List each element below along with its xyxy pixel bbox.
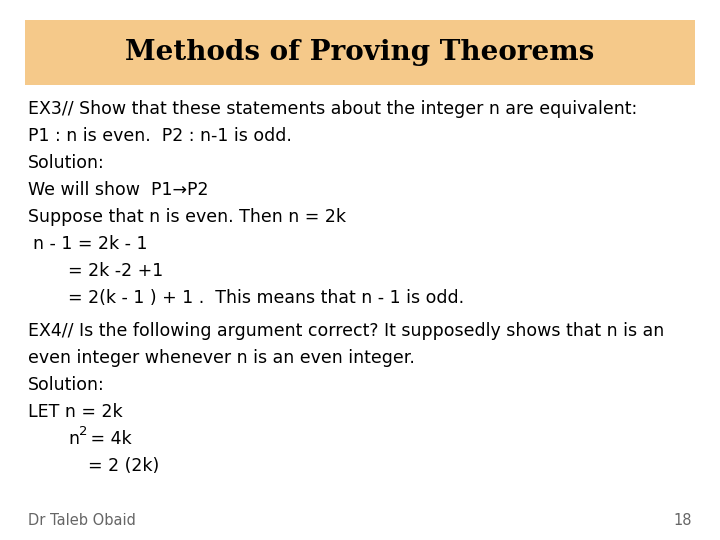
- Text: LET n = 2k: LET n = 2k: [28, 403, 122, 421]
- Text: 2: 2: [79, 425, 88, 438]
- Text: P1 : n is even.  P2 : n-1 is odd.: P1 : n is even. P2 : n-1 is odd.: [28, 127, 292, 145]
- Text: EX4// Is the following argument correct? It supposedly shows that n is an: EX4// Is the following argument correct?…: [28, 322, 665, 340]
- Text: = 4k: = 4k: [85, 430, 132, 448]
- Text: n: n: [68, 430, 79, 448]
- Text: Dr Taleb Obaid: Dr Taleb Obaid: [28, 513, 136, 528]
- Text: n - 1 = 2k - 1: n - 1 = 2k - 1: [33, 235, 148, 253]
- Text: EX3// Show that these statements about the integer n are equivalent:: EX3// Show that these statements about t…: [28, 100, 637, 118]
- Text: even integer whenever n is an even integer.: even integer whenever n is an even integ…: [28, 349, 415, 367]
- Text: 18: 18: [673, 513, 692, 528]
- Text: Solution:: Solution:: [28, 154, 104, 172]
- Text: = 2 (2k): = 2 (2k): [88, 457, 159, 475]
- Text: = 2k -2 +1: = 2k -2 +1: [68, 262, 163, 280]
- Text: Suppose that n is even. Then n = 2k: Suppose that n is even. Then n = 2k: [28, 208, 346, 226]
- FancyBboxPatch shape: [25, 20, 695, 85]
- Text: Solution:: Solution:: [28, 376, 104, 394]
- Text: Methods of Proving Theorems: Methods of Proving Theorems: [125, 39, 595, 66]
- Text: We will show  P1→P2: We will show P1→P2: [28, 181, 209, 199]
- Text: = 2(k - 1 ) + 1 .  This means that n - 1 is odd.: = 2(k - 1 ) + 1 . This means that n - 1 …: [68, 289, 464, 307]
